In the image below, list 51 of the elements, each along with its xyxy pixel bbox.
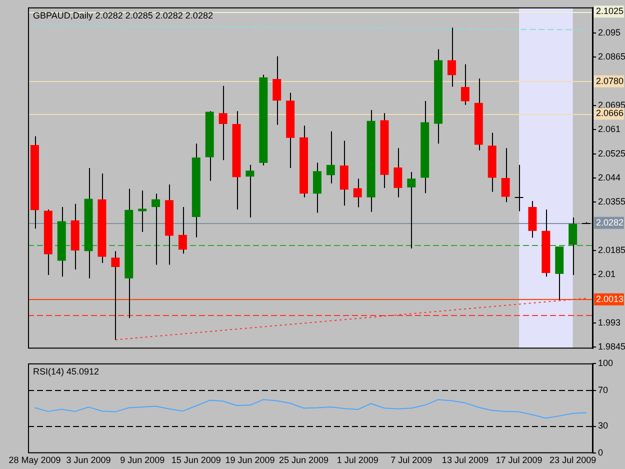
candlestick [312, 162, 322, 214]
candlestick [568, 217, 578, 276]
x-tick-label: 15 Jun 2009 [171, 455, 221, 466]
x-tick-label: 7 Jul 2009 [390, 455, 432, 466]
y-tick-label: 0 [598, 448, 604, 458]
ref-line-label: 2.0666 [596, 108, 624, 118]
y-tick-label: 2.0695 [598, 100, 625, 110]
y-tick-label: 2.0185 [598, 244, 625, 255]
candlestick [246, 164, 254, 218]
candlestick [501, 148, 510, 203]
y-tick-label: 2.044 [598, 172, 621, 182]
y-tick-label: 1.993 [598, 317, 621, 328]
candlestick [460, 64, 470, 106]
y-tick-label: 30 [598, 420, 608, 431]
x-tick-label: 28 May 2009 [8, 455, 61, 466]
x-tick-label: 23 Jul 2009 [550, 455, 596, 466]
y-tick-label: 2.0355 [598, 196, 625, 207]
ref-line-label: 2.0013 [596, 294, 624, 304]
candlestick [152, 193, 160, 266]
y-tick-label: 2.061 [598, 124, 621, 134]
y-tick-label: 2.0525 [598, 148, 625, 158]
candlestick [394, 148, 402, 198]
y-tick-label: 70 [598, 384, 608, 395]
candlestick [514, 164, 524, 212]
ref-line-label: 2.0780 [596, 76, 624, 86]
chart-title: RSI(14) 45.0912 [33, 366, 100, 376]
y-tick-label: 1.9845 [598, 342, 625, 352]
chart-title: GBPAUD,Daily 2.0282 2.0285 2.0282 2.0282 [33, 10, 213, 20]
ref-line-label: 2.1025 [596, 6, 624, 16]
ref-line-label: 2.0282 [596, 217, 624, 228]
x-tick-label: 9 Jun 2009 [120, 455, 165, 466]
x-tick-label: 25 Jun 2009 [279, 455, 329, 466]
x-tick-label: 1 Jul 2009 [336, 455, 378, 466]
x-tick-label: 19 Jun 2009 [225, 455, 275, 466]
candlestick [448, 27, 456, 88]
candlestick [353, 178, 362, 208]
candlestick [528, 200, 537, 238]
y-tick-label: 2.095 [598, 27, 621, 38]
candlestick [326, 130, 335, 184]
y-tick-label: 2.01 [598, 269, 616, 280]
y-tick-label: 2.0865 [598, 52, 625, 62]
candlestick [178, 206, 187, 254]
candlestick [111, 250, 120, 340]
candlestick [272, 56, 282, 126]
x-tick-label: 3 Jun 2009 [66, 455, 111, 466]
candlestick [218, 85, 228, 161]
candlestick [138, 190, 147, 233]
x-tick-label: 17 Jul 2009 [496, 455, 542, 466]
x-tick-label: 13 Jul 2009 [442, 455, 488, 466]
y-tick-label: 100 [598, 358, 614, 368]
candlestick [407, 172, 416, 250]
